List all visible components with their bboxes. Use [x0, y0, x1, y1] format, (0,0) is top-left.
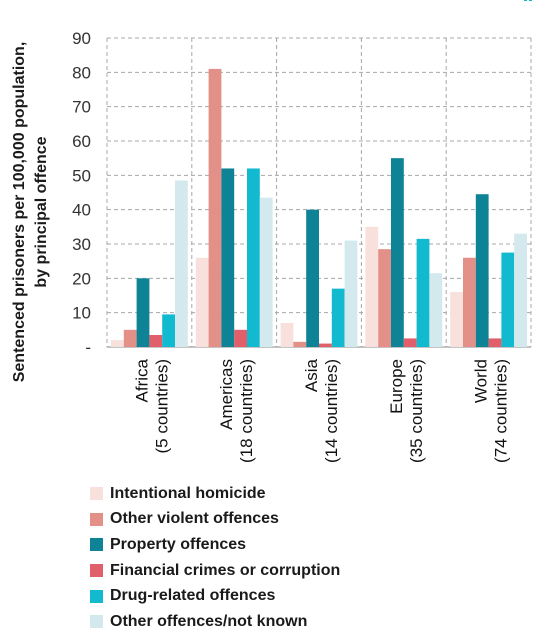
legend-swatch — [90, 487, 103, 501]
legend-swatch — [90, 589, 103, 603]
bar — [280, 322, 294, 347]
legend-swatch — [90, 512, 103, 526]
bar — [136, 278, 150, 347]
y-tick-label: - — [85, 338, 91, 357]
y-axis-title-line-1: Sentenced prisoners per 100,000 populati… — [11, 42, 28, 383]
bar — [208, 68, 222, 348]
bar — [247, 168, 260, 347]
bar — [319, 343, 332, 347]
bar — [259, 197, 273, 347]
category-label-count: (74 countries) — [492, 359, 511, 463]
legend-swatch — [90, 538, 103, 552]
legend-item: Drug-related offences — [90, 583, 340, 609]
bar — [221, 168, 235, 347]
category-label-count: (35 countries) — [407, 359, 426, 463]
bar — [162, 314, 175, 347]
legend-item: Other violent offences — [90, 507, 340, 533]
legend-label: Drug-related offences — [110, 587, 276, 605]
y-tick-label: 90 — [72, 29, 91, 48]
category-label-count: (14 countries) — [322, 359, 341, 463]
bar — [306, 209, 319, 347]
bar — [195, 257, 209, 347]
y-tick-labels: - 10 20 30 40 50 60 70 80 90 — [72, 29, 91, 357]
bar — [488, 338, 502, 347]
y-tick-label: 70 — [72, 98, 91, 117]
legend-item: Intentional homicide — [90, 481, 340, 507]
bar — [475, 194, 489, 347]
bar — [149, 334, 163, 347]
bar — [403, 338, 417, 347]
bar — [365, 226, 379, 347]
category-label-name: Americas — [217, 359, 236, 430]
legend-item: Financial crimes or corruption — [90, 558, 340, 584]
y-tick-label: 40 — [72, 201, 91, 220]
category-label-count: (18 countries) — [237, 359, 256, 463]
y-tick-label: 20 — [72, 269, 91, 288]
bar — [429, 273, 443, 347]
category-labels: Africa (5 countries) Americas (18 countries… — [132, 358, 510, 462]
y-tick-label: 30 — [72, 235, 91, 254]
bar — [123, 329, 137, 347]
bar — [463, 257, 476, 347]
bar — [501, 252, 515, 347]
bar — [344, 240, 358, 347]
category-label-name: World — [472, 359, 491, 403]
legend-label: Other offences/not known — [110, 612, 308, 630]
y-axis-title-line-2: by principal offence — [33, 136, 50, 287]
bar — [416, 238, 430, 347]
y-tick-label: 10 — [72, 304, 91, 323]
bar — [450, 292, 463, 347]
y-tick-label: 50 — [72, 166, 91, 185]
legend-item: Property offences — [90, 532, 340, 558]
bar — [175, 180, 188, 347]
legend-label: Other violent offences — [110, 510, 279, 528]
bar — [378, 249, 391, 347]
category-label-name: Europe — [387, 359, 406, 414]
legend-swatch — [90, 564, 103, 578]
bar — [293, 341, 307, 347]
bar — [234, 329, 247, 347]
category-label-count: (5 countries) — [152, 359, 171, 453]
bar — [331, 288, 345, 347]
y-tick-label: 60 — [72, 132, 91, 151]
legend-swatch — [90, 615, 103, 629]
legend: Intentional homicide Other violent offenc… — [90, 481, 340, 635]
bars — [111, 68, 527, 348]
legend-label: Property offences — [110, 535, 247, 553]
y-tick-label: 80 — [72, 63, 91, 82]
category-label-name: Africa — [132, 358, 151, 402]
bar — [391, 158, 404, 347]
legend-label: Financial crimes or corruption — [110, 561, 341, 579]
bar — [514, 233, 527, 347]
legend-item: Other offences/not known — [90, 609, 340, 635]
bar — [111, 340, 124, 347]
legend-label: Intentional homicide — [110, 484, 266, 502]
category-label-name: Asia — [302, 358, 321, 392]
